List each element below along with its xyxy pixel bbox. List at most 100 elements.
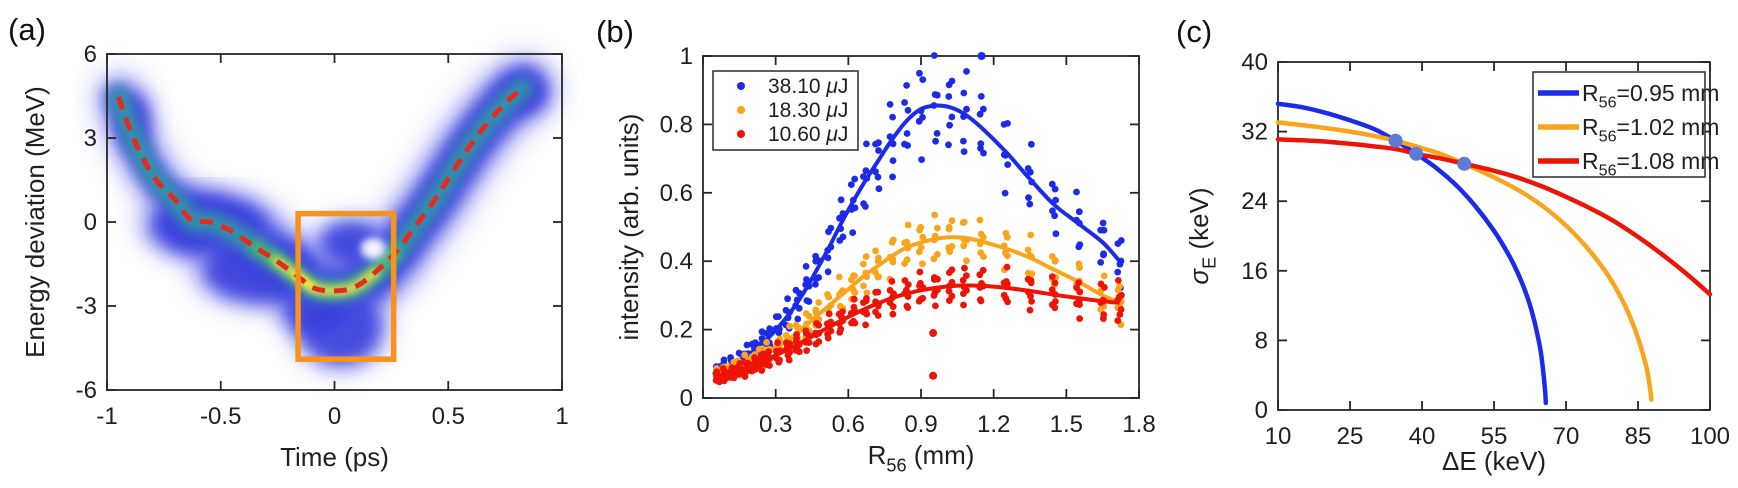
data-point <box>794 315 802 323</box>
data-point <box>901 99 908 106</box>
legend-entry: R56​=1.08 mm <box>1582 148 1719 179</box>
data-point <box>1001 189 1009 197</box>
data-point <box>1116 260 1124 268</box>
data-point <box>960 218 968 226</box>
data-point <box>931 91 939 98</box>
data-point <box>1076 315 1083 322</box>
data-point <box>863 140 870 148</box>
data-point <box>743 341 751 349</box>
x-tick-label: 25 <box>1337 423 1364 450</box>
data-point <box>960 301 967 309</box>
data-point <box>1004 252 1011 260</box>
y-tick-label: 16 <box>1241 258 1268 285</box>
data-point <box>1048 180 1056 188</box>
y-tick-label: 0.8 <box>660 111 693 138</box>
data-point <box>1052 230 1060 238</box>
data-point <box>889 157 897 165</box>
data-point <box>888 277 896 285</box>
data-point <box>872 247 879 255</box>
data-point <box>903 130 911 137</box>
data-point <box>977 93 985 100</box>
data-point <box>875 185 883 193</box>
data-point <box>741 351 749 359</box>
y-tick-label: 24 <box>1241 188 1268 215</box>
data-point <box>1076 288 1084 296</box>
data-point <box>1097 305 1105 313</box>
data-point <box>1117 237 1125 244</box>
data-point <box>889 113 896 121</box>
curve-R56=1.08mm <box>1275 137 1713 297</box>
data-point <box>919 113 926 121</box>
data-point <box>824 268 832 276</box>
data-point <box>888 238 896 246</box>
data-point <box>1027 231 1035 239</box>
data-point <box>919 233 927 241</box>
data-point <box>931 289 939 296</box>
panel-label-a: (a) <box>8 12 46 47</box>
data-point <box>960 242 968 250</box>
data-point <box>946 297 953 304</box>
data-point <box>1027 292 1034 300</box>
data-point <box>795 304 803 312</box>
data-point <box>812 281 819 288</box>
data-point <box>720 356 728 364</box>
panel-b-chart: 0 0.3 0.6 0.9 1.2 1.5 1.8 0 0.2 0.4 0.6 0.8 1 R56​ (m… <box>614 43 1156 475</box>
data-point <box>1051 185 1059 193</box>
data-point <box>850 303 858 311</box>
data-point <box>931 274 938 281</box>
data-point <box>1076 241 1084 249</box>
data-point <box>782 332 790 339</box>
data-point <box>862 167 870 175</box>
y-tick-label: 0.6 <box>660 180 693 207</box>
data-point <box>904 142 911 149</box>
data-point <box>977 140 985 148</box>
data-point <box>847 181 855 189</box>
data-point <box>977 297 985 305</box>
data-point <box>946 121 953 129</box>
data-point <box>945 81 953 89</box>
data-point <box>1027 277 1035 284</box>
data-point <box>837 196 845 204</box>
y-tick-label: -3 <box>76 293 97 320</box>
data-point <box>932 137 939 145</box>
data-point <box>774 339 782 347</box>
x-tick-label: -0.5 <box>200 403 241 430</box>
data-point <box>1100 272 1108 280</box>
data-point <box>963 272 970 279</box>
data-point <box>1100 226 1108 234</box>
y-tick-label: 0 <box>1255 397 1268 424</box>
data-point <box>916 268 924 276</box>
data-point <box>786 322 793 330</box>
data-point <box>766 362 773 369</box>
x-tick-label: 55 <box>1481 423 1508 450</box>
x-axis-label: ΔE (keV) <box>1442 446 1546 476</box>
y-tick-label: 1 <box>680 43 693 70</box>
data-point <box>945 141 952 149</box>
axes-box <box>702 55 1140 399</box>
data-point <box>976 110 984 118</box>
data-point <box>1025 194 1032 202</box>
data-point <box>976 216 984 224</box>
data-point <box>919 260 926 268</box>
data-point <box>1000 121 1008 128</box>
data-point <box>979 233 987 241</box>
data-point <box>980 253 987 260</box>
data-point <box>837 325 845 333</box>
data-point <box>1002 294 1010 302</box>
outlier-point <box>977 52 986 60</box>
panel-a-chart: -1 -0.5 0 0.5 1 -6 -3 0 3 6 Time (ps) Energy deviat… <box>20 41 569 472</box>
x-tick-label: 70 <box>1553 423 1580 450</box>
data-point <box>963 68 970 75</box>
data-point <box>803 297 811 304</box>
data-point <box>850 317 857 325</box>
data-point <box>860 260 867 268</box>
curve-R56=1.02mm <box>1275 120 1654 402</box>
data-point <box>1075 279 1083 286</box>
data-point <box>1097 259 1105 266</box>
legend-entry: R56​=0.95 mm <box>1582 80 1719 111</box>
data-point <box>1028 140 1035 148</box>
data-point <box>915 248 923 256</box>
